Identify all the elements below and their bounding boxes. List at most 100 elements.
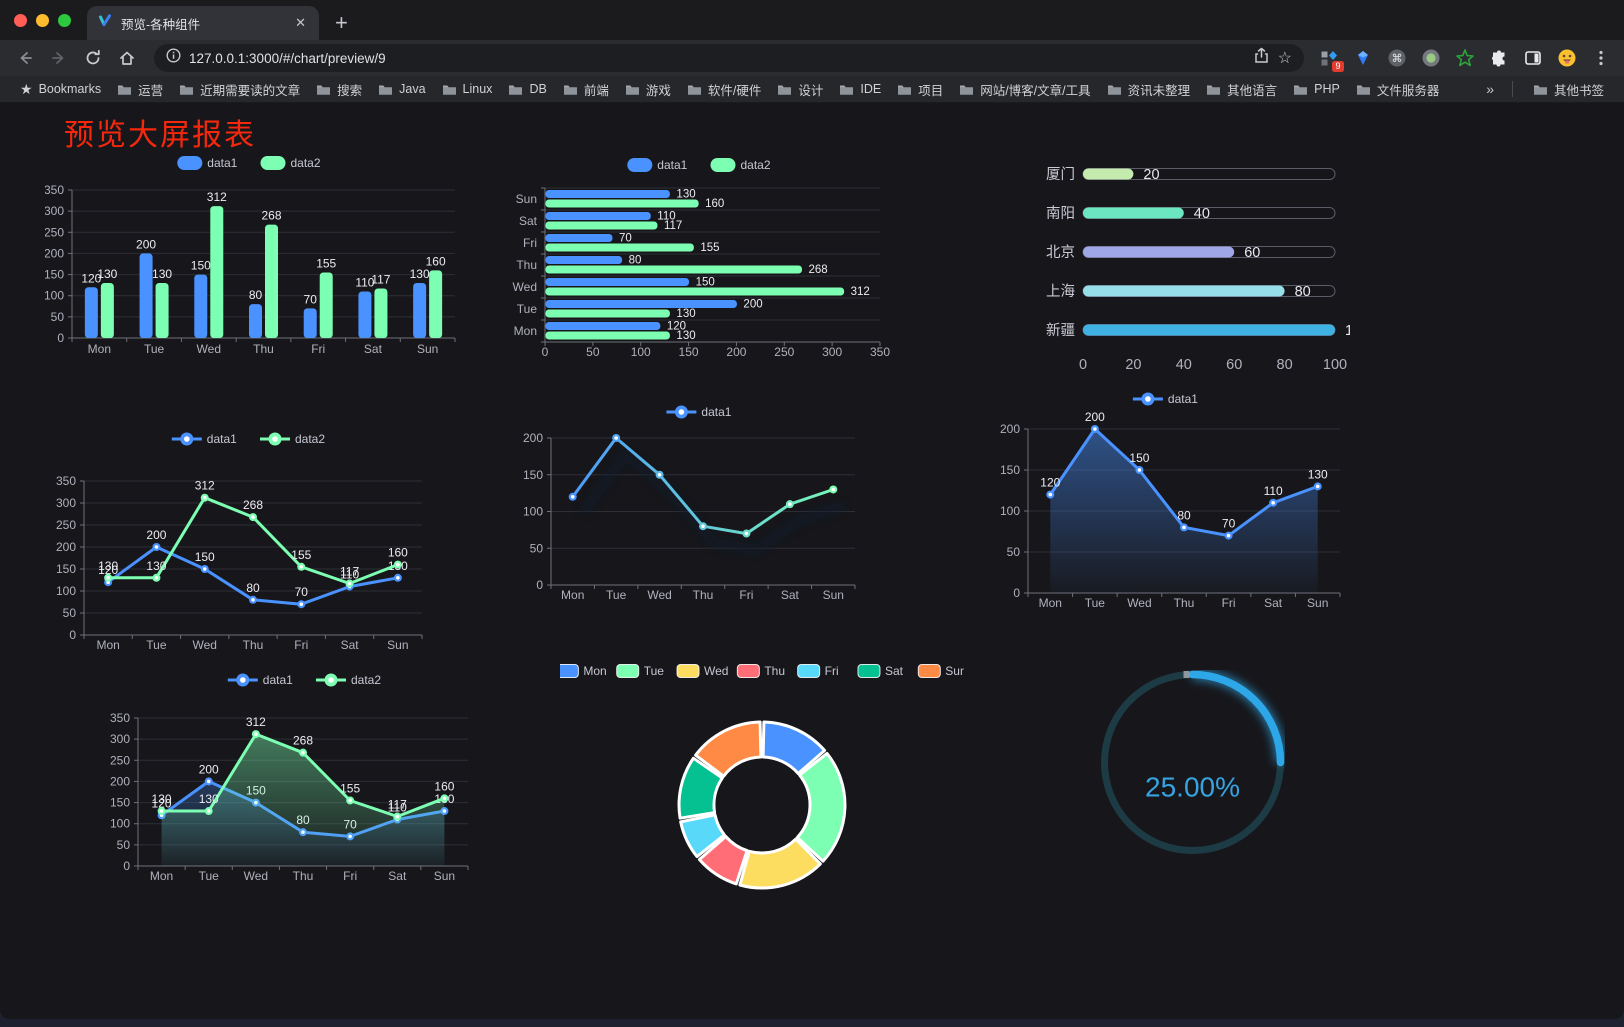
svg-text:Thu: Thu: [693, 588, 714, 602]
url-text[interactable]: 127.0.0.1:3000/#/chart/preview/9: [189, 50, 386, 66]
svg-text:data2: data2: [291, 156, 321, 170]
svg-text:50: 50: [63, 606, 77, 620]
extension-tabs-icon[interactable]: 9: [1314, 44, 1344, 72]
bookmark-folder[interactable]: 其他语言: [1198, 78, 1285, 101]
donut-pie-chart[interactable]: Mon Tue Wed Thu Fri Sat Sun: [555, 657, 967, 907]
extension-green-star-icon[interactable]: [1450, 44, 1480, 72]
bookmark-folder-label: 游戏: [645, 83, 671, 98]
bookmarks-label: Bookmarks: [38, 82, 102, 96]
svg-text:350: 350: [110, 711, 130, 725]
share-icon[interactable]: [1253, 47, 1270, 69]
folder-icon: [1533, 85, 1547, 95]
bookmark-folder[interactable]: 游戏: [617, 78, 679, 101]
svg-text:120: 120: [98, 563, 118, 577]
svg-text:70: 70: [304, 292, 318, 306]
browser-menu-icon[interactable]: [1586, 44, 1616, 72]
extension-gem-icon[interactable]: [1348, 44, 1378, 72]
browser-tab[interactable]: 预览-各种组件 ✕: [87, 6, 319, 40]
svg-text:Thu: Thu: [764, 664, 785, 678]
svg-text:Fri: Fri: [739, 588, 753, 602]
donut-svg: Mon Tue Wed Thu Fri Sat Sun: [555, 664, 967, 890]
back-button[interactable]: [8, 43, 42, 73]
forward-button[interactable]: [42, 43, 76, 73]
bookmarks-bar: ★ Bookmarks 运营 近期需要读的文章 搜索 Java Linux DB 前端 游戏 软…: [0, 76, 1624, 103]
svg-text:Sat: Sat: [364, 342, 383, 356]
svg-text:data1: data1: [207, 432, 237, 446]
bookmark-folder[interactable]: 设计: [769, 78, 831, 101]
svg-text:0: 0: [57, 331, 64, 345]
bookmark-folder-label: 软件/硬件: [707, 83, 762, 98]
extension-recorder-icon[interactable]: [1416, 44, 1446, 72]
side-panel-icon[interactable]: [1518, 44, 1548, 72]
other-bookmarks-folder[interactable]: 其他书签: [1525, 78, 1612, 101]
bookmark-folder[interactable]: PHP: [1285, 80, 1348, 98]
bookmarks-overflow-chevron[interactable]: »: [1486, 81, 1494, 97]
bookmark-folder[interactable]: 文件服务器: [1348, 78, 1448, 101]
bookmark-folder[interactable]: 前端: [555, 78, 617, 101]
extension-command-icon[interactable]: ⌘: [1382, 44, 1412, 72]
svg-text:新疆: 新疆: [1046, 322, 1075, 339]
divider: [1511, 81, 1513, 97]
svg-text:⌘: ⌘: [1392, 53, 1403, 65]
svg-text:150: 150: [1129, 451, 1149, 465]
svg-text:150: 150: [191, 259, 211, 273]
gauge-chart[interactable]: 25.00%: [1100, 670, 1285, 855]
city-progress-chart[interactable]: 厦门 20 南阳 40 北京 60 上海 80 新疆 100 0 20 40 60 80 100: [1000, 160, 1369, 380]
bookmark-folder[interactable]: 项目: [889, 78, 951, 101]
bookmark-folder[interactable]: 资讯未整理: [1099, 78, 1199, 101]
bookmark-folder[interactable]: Java: [370, 80, 433, 98]
svg-text:南阳: 南阳: [1046, 205, 1075, 222]
horizontal-bar-chart[interactable]: data1 data2 0 50 100 150 200 250 300 350 Mon 120 130…: [505, 148, 900, 362]
home-button[interactable]: [110, 43, 144, 73]
bookmark-folder-label: 近期需要读的文章: [200, 83, 301, 98]
two-series-line-chart[interactable]: data1 data2 0 50 100 150 200 250 300 350 Mon Tue Wed…: [42, 427, 462, 659]
svg-text:20: 20: [1125, 357, 1141, 373]
bookmark-star-icon[interactable]: ☆: [1277, 50, 1292, 67]
tab-close-icon[interactable]: ✕: [295, 15, 306, 30]
bookmark-folder[interactable]: 搜索: [308, 78, 370, 101]
emoji-extension-icon[interactable]: [1552, 44, 1582, 72]
svg-text:Mon: Mon: [88, 342, 111, 356]
two-series-area-chart[interactable]: data1 data2 0 50 100 150 200 250 300 350 Mon Tue Wed…: [98, 670, 518, 895]
svg-text:Mon: Mon: [583, 664, 606, 678]
single-area-chart[interactable]: data1 0 50 100 150 200 Mon Tue Wed Thu Fri Sat Sun 12…: [988, 388, 1350, 613]
extensions-puzzle-icon[interactable]: [1484, 44, 1514, 72]
site-info-icon[interactable]: [166, 48, 181, 68]
svg-text:Sun: Sun: [945, 664, 964, 678]
svg-text:50: 50: [530, 541, 544, 555]
svg-text:data2: data2: [295, 432, 325, 446]
grouped-bar-chart[interactable]: data1 data2 0 50 100 150 200 250 300 350 Mon Tue Wed…: [44, 146, 460, 364]
gradient-line-chart[interactable]: data1 0 50 100 150 200 Mon Tue Wed Thu Fri Sat Sun: [505, 400, 900, 612]
svg-text:60: 60: [1244, 245, 1260, 261]
svg-text:上海: 上海: [1046, 283, 1075, 300]
new-tab-button[interactable]: +: [335, 10, 348, 35]
minimize-window-button[interactable]: [36, 13, 49, 27]
address-bar[interactable]: 127.0.0.1:3000/#/chart/preview/9 ☆: [154, 44, 1304, 72]
close-window-button[interactable]: [14, 13, 27, 27]
favicon: [97, 13, 113, 34]
svg-text:80: 80: [1277, 357, 1293, 373]
bookmark-folder[interactable]: Linux: [434, 80, 501, 98]
svg-text:Thu: Thu: [293, 869, 314, 883]
bookmark-folder-label: DB: [529, 82, 547, 96]
bookmark-folder-list: 运营 近期需要读的文章 搜索 Java Linux DB 前端 游戏 软件/硬件 设计 IDE 项目 网…: [109, 78, 1447, 101]
bookmark-folder[interactable]: 运营: [109, 78, 171, 101]
svg-text:130: 130: [199, 792, 219, 806]
zoom-window-button[interactable]: [58, 13, 71, 27]
svg-text:80: 80: [629, 255, 642, 267]
city-progress-svg: 厦门 20 南阳 40 北京 60 上海 80 新疆 100 0 20 40 60 80 100: [1046, 166, 1369, 373]
bookmark-folder[interactable]: 软件/硬件: [679, 78, 769, 101]
bookmarks-manager[interactable]: ★ Bookmarks: [12, 79, 109, 100]
bookmarks-right-group: » 其他书签: [1480, 78, 1612, 101]
bookmark-folder[interactable]: 近期需要读的文章: [171, 78, 308, 101]
reload-button[interactable]: [76, 43, 110, 73]
svg-text:Sat: Sat: [781, 588, 800, 602]
svg-text:110: 110: [1264, 484, 1283, 498]
svg-text:100: 100: [56, 584, 76, 598]
bookmark-folder[interactable]: DB: [500, 80, 554, 98]
bookmark-folder[interactable]: IDE: [831, 80, 889, 98]
svg-text:110: 110: [657, 211, 675, 223]
bookmark-folder[interactable]: 网站/博客/文章/工具: [951, 78, 1098, 101]
svg-text:0: 0: [1013, 586, 1020, 600]
folder-icon: [1107, 85, 1121, 95]
